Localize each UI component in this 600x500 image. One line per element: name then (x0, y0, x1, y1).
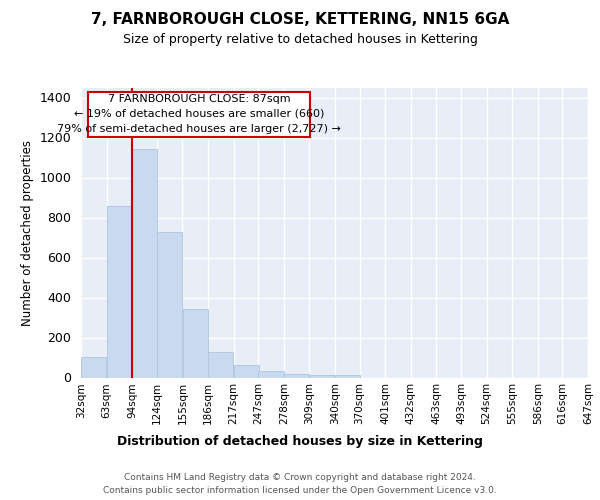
Text: 7 FARNBOROUGH CLOSE: 87sqm
← 19% of detached houses are smaller (660)
79% of sem: 7 FARNBOROUGH CLOSE: 87sqm ← 19% of deta… (57, 94, 341, 134)
Bar (133, 148, 157, 378)
Bar (335, 374, 360, 378)
Text: Contains HM Land Registry data © Crown copyright and database right 2024.: Contains HM Land Registry data © Crown c… (124, 472, 476, 482)
Y-axis label: Number of detached properties: Number of detached properties (21, 140, 34, 326)
Bar (234, 364, 259, 378)
Bar (259, 370, 284, 378)
FancyBboxPatch shape (88, 92, 310, 136)
Text: 7, FARNBOROUGH CLOSE, KETTERING, NN15 6GA: 7, FARNBOROUGH CLOSE, KETTERING, NN15 6G… (91, 12, 509, 28)
Bar (310, 374, 335, 378)
Bar (157, 232, 182, 378)
Bar (284, 374, 309, 378)
Bar (107, 206, 132, 378)
Text: Size of property relative to detached houses in Kettering: Size of property relative to detached ho… (122, 32, 478, 46)
Text: Contains public sector information licensed under the Open Government Licence v3: Contains public sector information licen… (103, 486, 497, 495)
Bar (182, 308, 208, 378)
Bar (81, 356, 106, 378)
Text: Distribution of detached houses by size in Kettering: Distribution of detached houses by size … (117, 435, 483, 448)
Bar (208, 352, 233, 378)
